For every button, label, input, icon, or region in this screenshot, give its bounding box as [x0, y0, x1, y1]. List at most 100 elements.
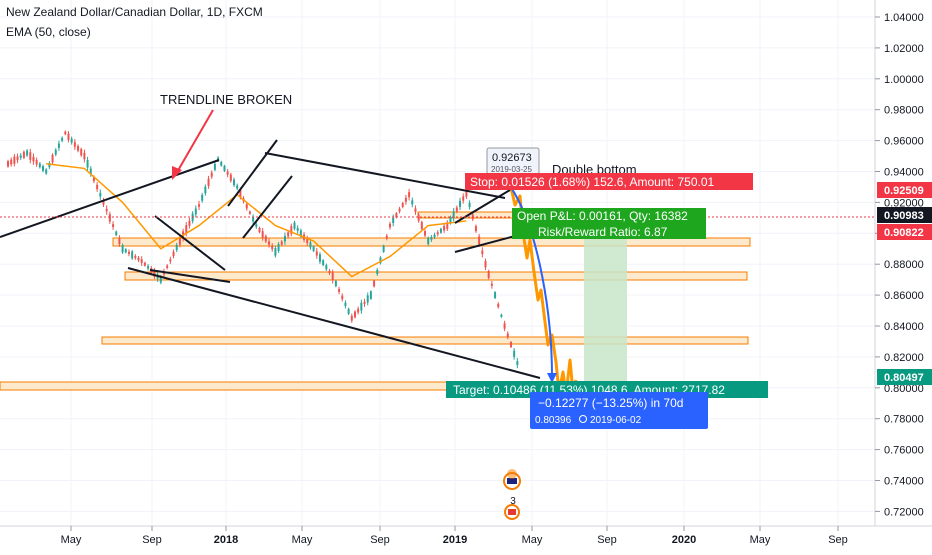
- candle-body: [207, 178, 210, 186]
- candle-body: [162, 271, 165, 275]
- candle-body: [236, 185, 239, 189]
- x-tick-label: May: [750, 534, 771, 546]
- candle-body: [325, 265, 328, 270]
- support-zone-2[interactable]: [124, 271, 748, 281]
- candle-body: [80, 148, 83, 156]
- y-tick-label: 0.92000: [884, 197, 924, 209]
- candle-body: [194, 208, 197, 215]
- candle-body: [248, 211, 251, 214]
- candle-body: [274, 247, 277, 256]
- candle-body: [465, 189, 468, 197]
- open-pl-label[interactable]: Open P&L: 0.00161, Qty: 16382: [512, 208, 706, 224]
- candle-body: [166, 265, 169, 268]
- candle-body: [57, 143, 60, 148]
- x-tick-label: Sep: [597, 534, 617, 546]
- clock-icon: [579, 415, 587, 423]
- candle-body: [373, 280, 376, 287]
- candle-body: [347, 308, 350, 314]
- candle-body: [22, 151, 25, 158]
- candle-body: [385, 235, 388, 239]
- wedge-line-2[interactable]: [149, 269, 231, 283]
- candle-body: [258, 227, 261, 233]
- candle-body: [264, 236, 267, 242]
- candle-body: [283, 235, 286, 242]
- candle-body: [213, 163, 216, 170]
- stop-label[interactable]: Stop: 0.01526 (1.68%) 152.6, Amount: 750…: [465, 173, 753, 190]
- candle-body: [369, 291, 372, 299]
- candle-body: [26, 150, 29, 156]
- candle-body: [341, 295, 344, 300]
- candle-body: [45, 169, 48, 174]
- candle-body: [315, 251, 318, 256]
- candle-body: [112, 224, 115, 227]
- position-reward-area[interactable]: [584, 218, 627, 392]
- candle-body: [401, 202, 404, 207]
- candle-body: [490, 283, 493, 286]
- candle-body: [29, 152, 32, 160]
- candle-body: [455, 207, 458, 212]
- y-axis-ticks: 1.04000 1.02000 1.00000 0.98000 0.96000 0.940…: [875, 12, 924, 518]
- measure-date: 2019-06-02: [590, 415, 642, 426]
- candle-body: [277, 244, 280, 251]
- candle-body: [140, 259, 143, 263]
- trendline-broken[interactable]: [0, 159, 220, 238]
- candle-body: [500, 314, 503, 317]
- x-tick-label: 2019: [443, 534, 467, 546]
- double-bottom-line-2[interactable]: [454, 235, 516, 253]
- trendline-descending-upper[interactable]: [264, 152, 506, 199]
- candle-body: [143, 262, 146, 266]
- price-label-text: 0.92509: [884, 185, 924, 197]
- price-label-text: 0.80497: [884, 372, 924, 384]
- long-position-tool[interactable]: [584, 173, 627, 392]
- candle-body: [188, 220, 191, 226]
- tooltip-price: 0.92673: [492, 152, 532, 164]
- support-zone-3[interactable]: [101, 336, 749, 345]
- candle-body: [474, 226, 477, 232]
- candle-body: [363, 301, 366, 304]
- candle-body: [13, 156, 16, 164]
- candle-body: [268, 241, 271, 245]
- y-axis[interactable]: 1.04000 1.02000 1.00000 0.98000 0.96000 0.940…: [874, 0, 932, 550]
- candle-body: [389, 223, 391, 228]
- trendline-descending-lower[interactable]: [127, 267, 541, 379]
- candle-body: [108, 214, 111, 222]
- risk-reward-label[interactable]: Risk/Reward Ratio: 6.87: [512, 224, 706, 239]
- candle-body: [338, 288, 341, 292]
- trend-lines[interactable]: [0, 109, 875, 383]
- x-axis[interactable]: May Sep 2018 May Sep 2019 May Sep 2020 May Sep: [0, 525, 932, 546]
- candle-body: [172, 251, 175, 257]
- y-tick-label: 0.98000: [884, 105, 924, 117]
- candle-body: [344, 302, 347, 307]
- candle-body: [452, 211, 455, 219]
- candle-body: [446, 222, 449, 229]
- flag-icon-top[interactable]: [507, 469, 517, 479]
- grid-lines: [0, 0, 875, 526]
- candle-body: [395, 213, 398, 218]
- wedge-line-1[interactable]: [154, 215, 226, 271]
- x-tick-label: May: [522, 534, 543, 546]
- candle-body: [32, 156, 35, 162]
- measure-label[interactable]: −0.12277 (−13.25%) in 70d 0.80396 2019-0…: [530, 392, 708, 429]
- candle-body: [178, 237, 181, 245]
- candle-body: [516, 361, 519, 365]
- y-tick-label: 0.76000: [884, 445, 924, 457]
- candle-body: [137, 257, 140, 261]
- channel-line-2[interactable]: [242, 175, 293, 239]
- x-axis-ticks: May Sep 2018 May Sep 2019 May Sep 2020 May Sep: [61, 526, 848, 546]
- candle-body: [280, 241, 283, 245]
- economic-events[interactable]: 3: [503, 469, 521, 520]
- candle-body: [42, 166, 45, 171]
- trendline-arrow: [175, 109, 214, 175]
- channel-line-1[interactable]: [227, 139, 278, 207]
- candle-body: [382, 245, 385, 252]
- candle-body: [226, 171, 229, 175]
- candle-body: [509, 342, 512, 348]
- candle-body: [398, 208, 401, 212]
- candle-body: [48, 163, 51, 168]
- candle-body: [169, 259, 172, 262]
- measure-price: 0.80396: [535, 415, 572, 426]
- candle-body: [290, 226, 293, 234]
- y-tick-label: 0.82000: [884, 352, 924, 364]
